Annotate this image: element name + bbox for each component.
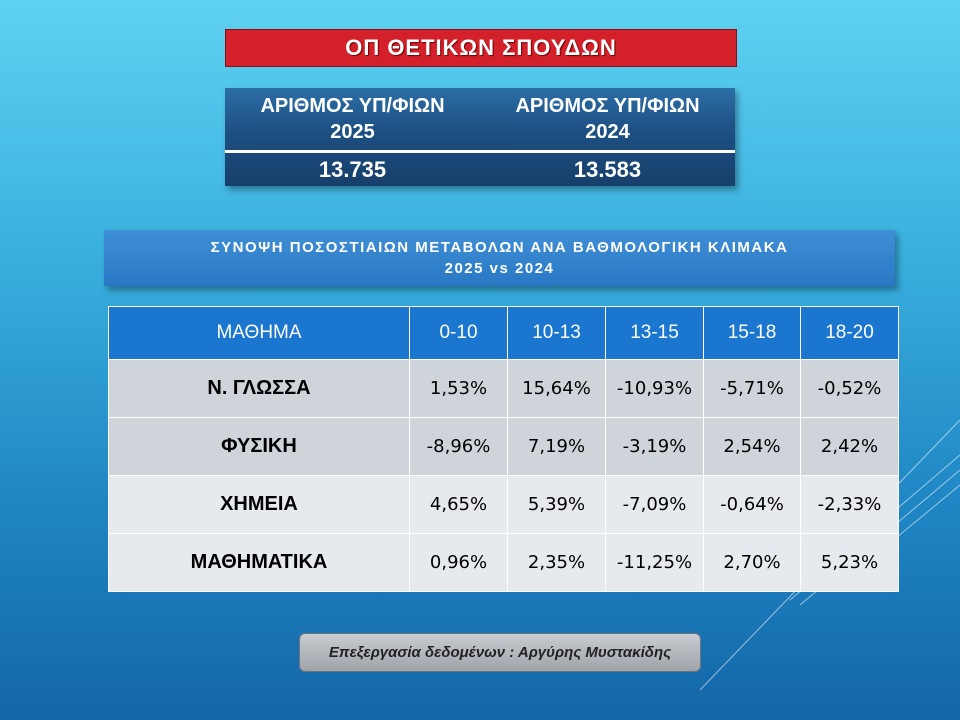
value-cell: -0,64% — [703, 475, 801, 534]
count-header-year: 2024 — [585, 121, 630, 143]
value-cell: 15,64% — [507, 359, 606, 418]
value-cell: -7,09% — [605, 475, 704, 534]
count-header-year: 2025 — [330, 121, 375, 143]
count-header-label: ΑΡΙΘΜΟΣ ΥΠ/ΦΙΩΝ — [515, 95, 700, 117]
subject-cell: ΦΥΣΙΚΗ — [108, 417, 410, 476]
count-header-2024: ΑΡΙΘΜΟΣ ΥΠ/ΦΙΩΝ 2024 — [480, 88, 735, 150]
count-header-2025: ΑΡΙΘΜΟΣ ΥΠ/ΦΙΩΝ 2025 — [225, 88, 480, 150]
column-header: 0-10 — [409, 306, 508, 360]
value-cell: 2,42% — [800, 417, 899, 476]
page-title: ΟΠ ΘΕΤΙΚΩΝ ΣΠΟΥΔΩΝ — [225, 29, 737, 67]
student-count-panel: ΑΡΙΘΜΟΣ ΥΠ/ΦΙΩΝ 2025 ΑΡΙΘΜΟΣ ΥΠ/ΦΙΩΝ 202… — [225, 88, 735, 186]
value-cell: 5,39% — [507, 475, 606, 534]
value-cell: -10,93% — [605, 359, 704, 418]
value-cell: 7,19% — [507, 417, 606, 476]
table-row: ΦΥΣΙΚΗ -8,96% 7,19% -3,19% 2,54% 2,42% — [108, 417, 899, 476]
column-header: 13-15 — [605, 306, 704, 360]
divider — [225, 150, 735, 153]
value-cell: 2,54% — [703, 417, 801, 476]
value-cell: 2,35% — [507, 533, 606, 592]
value-cell: -8,96% — [409, 417, 508, 476]
table-header-row: ΜΑΘΗΜΑ 0-10 10-13 13-15 15-18 18-20 — [108, 306, 899, 360]
column-header: ΜΑΘΗΜΑ — [108, 306, 410, 360]
table-row: ΜΑΘΗΜΑΤΙΚΑ 0,96% 2,35% -11,25% 2,70% 5,2… — [108, 533, 899, 592]
column-header: 15-18 — [703, 306, 801, 360]
value-cell: 0,96% — [409, 533, 508, 592]
count-value-2024: 13.583 — [573, 156, 642, 182]
summary-banner: ΣΥΝΟΨΗ ΠΟΣΟΣΤΙΑΙΩΝ ΜΕΤΑΒΟΛΩΝ ΑΝΑ ΒΑΘΜΟΛΟ… — [104, 230, 895, 286]
value-cell: 1,53% — [409, 359, 508, 418]
data-credit-badge: Επεξεργασία δεδομένων : Αργύρης Μυστακίδ… — [299, 633, 701, 672]
summary-subtitle: 2025 vs 2024 — [444, 260, 555, 277]
column-header: 10-13 — [507, 306, 606, 360]
subject-cell: ΜΑΘΗΜΑΤΙΚΑ — [108, 533, 410, 592]
value-cell: 4,65% — [409, 475, 508, 534]
count-value-2025: 13.735 — [318, 156, 387, 182]
table-row: Ν. ΓΛΩΣΣΑ 1,53% 15,64% -10,93% -5,71% -0… — [108, 359, 899, 418]
value-cell: -0,52% — [800, 359, 899, 418]
column-header: 18-20 — [800, 306, 899, 360]
value-cell: 5,23% — [800, 533, 899, 592]
table-row: ΧΗΜΕΙΑ 4,65% 5,39% -7,09% -0,64% -2,33% — [108, 475, 899, 534]
count-header-label: ΑΡΙΘΜΟΣ ΥΠ/ΦΙΩΝ — [260, 95, 445, 117]
value-cell: -3,19% — [605, 417, 704, 476]
value-cell: 2,70% — [703, 533, 801, 592]
subject-cell: ΧΗΜΕΙΑ — [108, 475, 410, 534]
value-cell: -11,25% — [605, 533, 704, 592]
summary-title: ΣΥΝΟΨΗ ΠΟΣΟΣΤΙΑΙΩΝ ΜΕΤΑΒΟΛΩΝ ΑΝΑ ΒΑΘΜΟΛΟ… — [210, 239, 789, 256]
subject-cell: Ν. ΓΛΩΣΣΑ — [108, 359, 410, 418]
percent-change-table: ΜΑΘΗΜΑ 0-10 10-13 13-15 15-18 18-20 Ν. Γ… — [108, 306, 899, 592]
value-cell: -2,33% — [800, 475, 899, 534]
value-cell: -5,71% — [703, 359, 801, 418]
